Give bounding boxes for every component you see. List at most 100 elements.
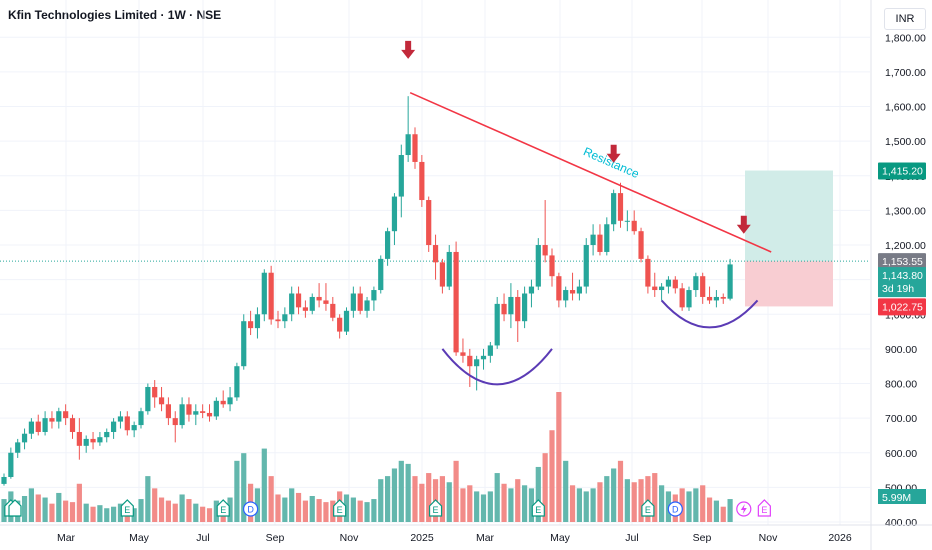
candle-body xyxy=(357,293,363,311)
volume-bar xyxy=(138,499,144,522)
time-tick-label: Sep xyxy=(266,532,285,544)
candle-body xyxy=(63,411,69,419)
time-tick-label: 2026 xyxy=(828,532,852,544)
volume-bar xyxy=(117,503,124,522)
position-zones xyxy=(0,170,870,307)
candle-body xyxy=(323,300,329,304)
candle-body xyxy=(617,193,624,221)
volume-bar xyxy=(131,508,137,522)
candle-body xyxy=(652,286,658,291)
volume-bar xyxy=(343,494,350,522)
candle-body xyxy=(672,279,678,289)
volume-bar xyxy=(474,491,480,522)
candle-body xyxy=(412,134,418,162)
volume-bar xyxy=(398,460,404,522)
volume-bar xyxy=(412,476,418,522)
volume-bar xyxy=(302,500,308,522)
candle-body xyxy=(405,134,411,156)
volume-bar xyxy=(576,488,582,522)
volume-bar xyxy=(35,494,41,522)
earnings-icon xyxy=(757,499,771,517)
volume-bar xyxy=(179,494,185,522)
volume-bar xyxy=(316,499,322,522)
volume-bar xyxy=(700,485,706,522)
price-tick-label: 1,600.00 xyxy=(885,102,926,114)
volume-bar xyxy=(21,496,28,522)
earnings-icon-label: E xyxy=(433,505,439,515)
time-axis[interactable]: Mar May Jul Sep Nov 2025 Mar May Jul Sep Nov 2026 xyxy=(0,524,932,544)
currency-button[interactable]: INR xyxy=(884,8,926,30)
stop-zone xyxy=(745,261,833,307)
candle-body xyxy=(69,418,76,432)
volume-bar xyxy=(727,499,733,522)
candle-body xyxy=(665,279,672,287)
candle-body xyxy=(508,296,514,315)
earnings-icon-label: E xyxy=(337,505,343,515)
earnings-icon xyxy=(216,499,230,517)
time-tick-label: May xyxy=(550,532,571,544)
candle-body xyxy=(295,293,302,308)
candle-body xyxy=(186,404,192,415)
candle-body xyxy=(501,303,507,315)
candle-body xyxy=(446,251,452,287)
candle-body xyxy=(193,411,199,415)
price-tick-label: 600.00 xyxy=(885,448,917,460)
candle-body xyxy=(111,421,117,432)
candle-body xyxy=(1,476,7,484)
volume-bar xyxy=(563,460,569,522)
volume-bar xyxy=(556,392,562,522)
down-arrow-icon xyxy=(401,40,416,59)
volume-bar xyxy=(391,468,398,522)
time-tick-label: May xyxy=(129,532,150,544)
candle-body xyxy=(49,418,55,422)
volume-bar xyxy=(693,488,699,522)
candle-body xyxy=(679,288,685,308)
price-tick-label: 1,700.00 xyxy=(885,67,926,79)
volume-bar xyxy=(241,453,247,522)
candle-body xyxy=(268,272,274,320)
candle-body xyxy=(206,412,213,417)
candle-body xyxy=(686,290,692,308)
candle-body xyxy=(76,431,82,446)
volume-bar xyxy=(330,500,336,522)
volume-bar xyxy=(487,491,493,522)
volume-bar xyxy=(686,491,692,522)
candle-body xyxy=(391,196,398,232)
volume-bar xyxy=(28,488,34,522)
candle-body xyxy=(638,231,644,259)
price-tick-label: 700.00 xyxy=(885,413,917,425)
candle-body xyxy=(158,397,165,405)
volume-bar xyxy=(624,479,630,522)
candle-body xyxy=(42,418,48,432)
earnings-icon xyxy=(8,499,22,517)
volume-bar xyxy=(200,506,206,522)
candle-body xyxy=(480,355,487,360)
volume-bar xyxy=(617,460,624,522)
lightning-icon xyxy=(740,504,747,514)
volume-bar xyxy=(364,502,370,522)
candle-body xyxy=(569,290,576,294)
candle-body xyxy=(713,296,719,301)
volume-bar xyxy=(234,460,240,522)
candle-body xyxy=(467,355,473,367)
volume-bar xyxy=(508,488,514,522)
candle-body xyxy=(309,296,315,311)
volume-bar xyxy=(501,483,507,522)
earnings-icon-label: E xyxy=(645,505,651,515)
candle-body xyxy=(97,437,103,443)
volume-bar xyxy=(590,488,596,522)
volume-bar xyxy=(295,492,302,522)
candle-body xyxy=(597,234,603,252)
price-tick-label: 900.00 xyxy=(885,344,917,356)
candle-body xyxy=(645,258,651,287)
volume-bar xyxy=(426,473,432,522)
countdown-text: 3d 19h xyxy=(882,283,914,295)
candle-body xyxy=(234,366,240,398)
time-tick-label: Jul xyxy=(196,532,209,544)
candle-body xyxy=(35,421,41,432)
earnings-icon xyxy=(120,499,134,517)
volume-bar xyxy=(254,488,261,522)
candle-body xyxy=(316,296,322,301)
